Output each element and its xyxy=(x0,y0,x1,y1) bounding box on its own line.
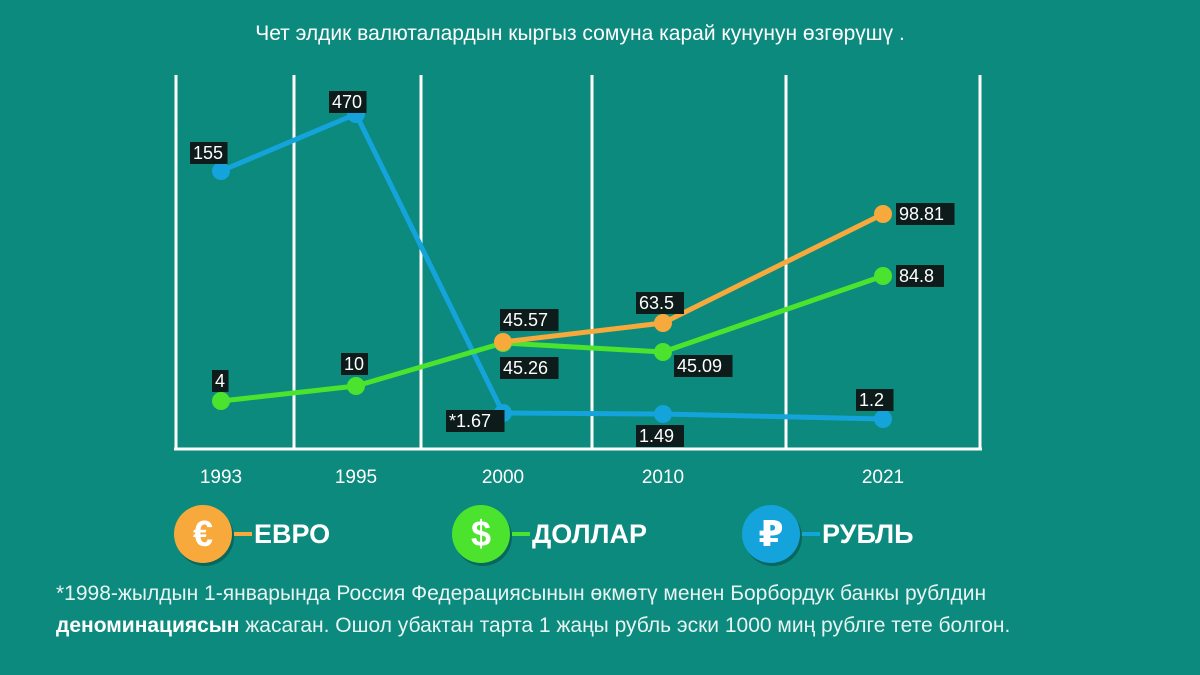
svg-text:1.49: 1.49 xyxy=(639,426,674,446)
data-point-dollar xyxy=(347,377,365,395)
svg-text:98.81: 98.81 xyxy=(899,204,944,224)
data-label-dollar: 84.8 xyxy=(896,265,944,287)
data-label-dollar: 4 xyxy=(212,370,229,392)
data-point-dollar xyxy=(654,343,672,361)
svg-text:10: 10 xyxy=(344,354,364,374)
footnote-highlight: деноминациясын xyxy=(56,614,240,637)
legend-euro: € ЕВРО xyxy=(174,505,330,563)
data-label-dollar: 45.26 xyxy=(500,357,559,379)
svg-text:63.5: 63.5 xyxy=(639,293,674,313)
x-tick-label: 2000 xyxy=(482,467,524,488)
data-label-euro: 45.57 xyxy=(500,309,559,331)
legend-ruble: ₽ РУБЛЬ xyxy=(742,505,914,563)
data-label-dollar: 10 xyxy=(341,353,368,375)
legend-ruble-label: РУБЛЬ xyxy=(822,518,914,549)
footnote-line1: *1998-жылдын 1-январында Россия Федераци… xyxy=(56,582,987,605)
x-tick-label: 1995 xyxy=(335,467,377,488)
legend-ruble-swatch xyxy=(802,532,820,536)
svg-text:470: 470 xyxy=(332,92,362,112)
legend-dollar: $ ДОЛЛАР xyxy=(452,505,647,563)
data-point-ruble xyxy=(874,410,892,428)
chart-title: Чет элдик валюталардын кыргыз сомуна кар… xyxy=(255,22,905,45)
svg-text:155: 155 xyxy=(193,143,223,163)
data-label-ruble: 1.2 xyxy=(856,389,894,411)
data-point-euro xyxy=(654,314,672,332)
series-line-euro xyxy=(502,211,885,345)
data-point-ruble xyxy=(654,405,672,423)
svg-text:45.09: 45.09 xyxy=(677,356,722,376)
series-points xyxy=(212,105,892,428)
svg-text:45.26: 45.26 xyxy=(503,358,548,378)
x-tick-label: 1993 xyxy=(200,467,242,488)
x-tick-label: 2021 xyxy=(862,467,904,488)
legend-euro-label: ЕВРО xyxy=(254,518,331,549)
data-label-ruble: 155 xyxy=(190,142,228,164)
data-label-ruble: 470 xyxy=(329,91,367,113)
svg-text:*1.67: *1.67 xyxy=(449,411,491,431)
data-point-dollar xyxy=(212,392,230,410)
svg-text:45.57: 45.57 xyxy=(503,310,548,330)
ruble-icon: ₽ xyxy=(742,505,800,563)
legend-euro-swatch xyxy=(234,532,252,536)
legend-dollar-label: ДОЛЛАР xyxy=(532,518,647,549)
footnote: *1998-жылдын 1-январында Россия Федераци… xyxy=(56,578,1156,642)
footnote-line2: жасаган. Ошол убактан тарта 1 жаңы рубль… xyxy=(239,614,1011,637)
x-tick-label: 2010 xyxy=(642,467,684,488)
data-label-dollar: 45.09 xyxy=(674,355,733,377)
data-label-ruble: 1.49 xyxy=(636,425,684,447)
data-point-dollar xyxy=(874,267,892,285)
data-label-ruble: *1.67 xyxy=(446,410,505,432)
data-point-euro xyxy=(874,205,892,223)
dollar-icon: $ xyxy=(452,505,510,563)
svg-text:1.2: 1.2 xyxy=(859,390,884,410)
x-axis-ticks: 1993 1995 2000 2010 2021 xyxy=(200,467,904,488)
svg-text:4: 4 xyxy=(215,371,225,391)
svg-text:84.8: 84.8 xyxy=(899,266,934,286)
legend-dollar-swatch xyxy=(512,532,530,536)
euro-icon: € xyxy=(174,505,232,563)
data-point-ruble xyxy=(212,162,230,180)
data-point-euro xyxy=(494,333,512,351)
data-label-euro: 63.5 xyxy=(636,292,684,314)
data-labels: 155 470 *1.67 1.49 1.2 4 10 45.26 45.09 84.8 45.57… xyxy=(190,91,955,447)
data-label-euro: 98.81 xyxy=(896,203,955,225)
